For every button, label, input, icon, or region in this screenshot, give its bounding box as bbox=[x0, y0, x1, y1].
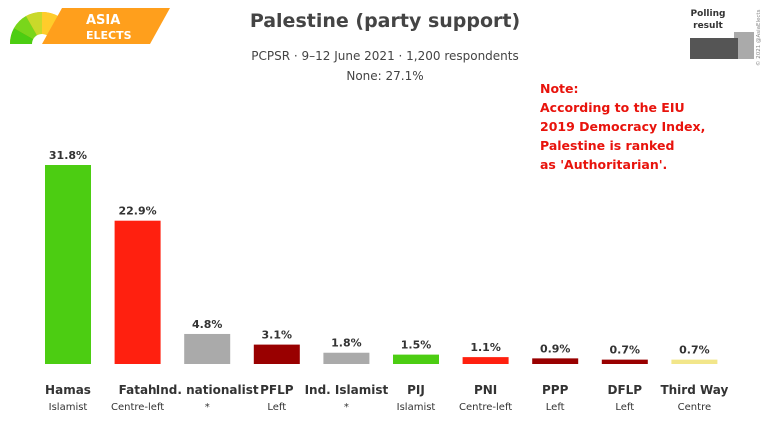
category-label-third-way: Third Way bbox=[660, 383, 728, 397]
note: Note: According to the EIU 2019 Democrac… bbox=[540, 81, 705, 172]
value-label-pni: 1.1% bbox=[470, 341, 501, 354]
bar-fatah bbox=[114, 220, 161, 364]
category-label-pflp: PFLP bbox=[260, 383, 294, 397]
bar-pij bbox=[393, 354, 439, 364]
note-line-5: as 'Authoritarian'. bbox=[540, 157, 667, 172]
bar-pni bbox=[462, 357, 509, 364]
chart-subtitle: PCPSR · 9–12 June 2021 · 1,200 responden… bbox=[251, 49, 519, 63]
legend-swatch-dark bbox=[690, 38, 738, 59]
logo-line1: ASIA bbox=[86, 13, 120, 28]
bar-hamas bbox=[45, 165, 91, 364]
legend-swatch-light bbox=[734, 32, 754, 59]
bar-pflp bbox=[253, 344, 300, 364]
value-label-pij: 1.5% bbox=[401, 339, 432, 352]
asia-elects-logo: ASIA ELECTS bbox=[9, 8, 170, 54]
value-label-hamas: 31.8% bbox=[49, 149, 87, 162]
category-label-pij: PIJ bbox=[407, 383, 425, 397]
legend: Polling result © 2021 @AsiaElects bbox=[690, 9, 762, 66]
ideology-label-ind-nationalist: * bbox=[205, 402, 210, 413]
ideology-label-third-way: Centre bbox=[678, 402, 711, 413]
note-line-1: Note: bbox=[540, 81, 579, 96]
ideology-label-ind-islamist: * bbox=[344, 402, 349, 413]
category-label-fatah: Fatah bbox=[119, 383, 157, 397]
value-label-fatah: 22.9% bbox=[119, 205, 157, 218]
ideology-label-fatah: Centre-left bbox=[111, 402, 164, 413]
ideology-label-pflp: Left bbox=[267, 402, 286, 413]
logo-line2: ELECTS bbox=[86, 29, 132, 42]
ideology-label-hamas: Islamist bbox=[49, 402, 88, 413]
bar-dflp bbox=[601, 359, 648, 364]
ideology-label-pni: Centre-left bbox=[459, 402, 512, 413]
value-label-ppp: 0.9% bbox=[540, 342, 571, 355]
bars-group: 31.8% Hamas Islamist 22.9% Fatah Centre-left 4… bbox=[45, 149, 729, 413]
value-label-dflp: 0.7% bbox=[610, 344, 641, 357]
ideology-label-pij: Islamist bbox=[397, 402, 436, 413]
note-line-4: Palestine is ranked bbox=[540, 138, 674, 153]
bar-ind-nationalist bbox=[184, 333, 231, 364]
category-label-pni: PNI bbox=[474, 383, 497, 397]
value-label-pflp: 3.1% bbox=[262, 329, 293, 342]
value-label-third-way: 0.7% bbox=[679, 344, 710, 357]
legend-label-line2: result bbox=[693, 21, 723, 31]
category-label-ppp: PPP bbox=[542, 383, 569, 397]
value-label-ind-nationalist: 4.8% bbox=[192, 318, 223, 331]
note-line-2: According to the EIU bbox=[540, 100, 685, 115]
category-label-ind-islamist: Ind. Islamist bbox=[305, 383, 389, 397]
bar-ppp bbox=[532, 358, 579, 364]
category-label-hamas: Hamas bbox=[45, 383, 91, 397]
category-label-ind-nationalist: Ind. nationalist bbox=[156, 383, 259, 397]
note-line-3: 2019 Democracy Index, bbox=[540, 119, 705, 134]
legend-label-line1: Polling bbox=[691, 9, 726, 19]
bar-ind-islamist bbox=[323, 352, 370, 364]
legend-copyright: © 2021 @AsiaElects bbox=[755, 9, 762, 66]
category-label-dflp: DFLP bbox=[607, 383, 642, 397]
ideology-label-ppp: Left bbox=[546, 402, 565, 413]
value-label-ind-islamist: 1.8% bbox=[331, 337, 362, 350]
ideology-label-dflp: Left bbox=[615, 402, 634, 413]
none-line: None: 27.1% bbox=[346, 69, 423, 83]
chart-title: Palestine (party support) bbox=[250, 10, 520, 32]
bar-third-way bbox=[671, 359, 718, 364]
